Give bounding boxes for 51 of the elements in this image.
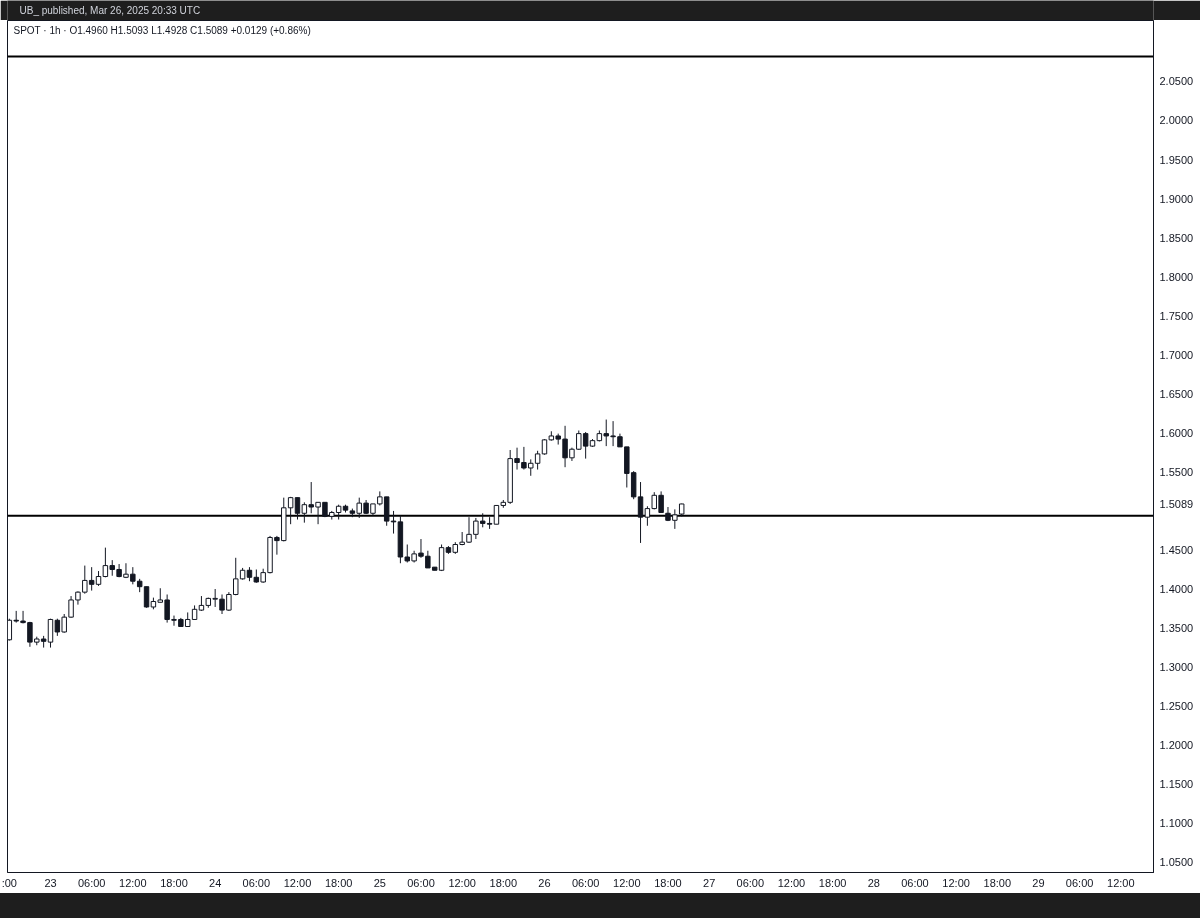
x-tick-label: 18:00 xyxy=(654,876,682,889)
y-tick-label: 1.8500 xyxy=(1159,231,1194,244)
x-tick-label: 12:00 xyxy=(777,876,806,889)
x-tick-label: 27 xyxy=(703,876,716,889)
y-tick-label: 1.9500 xyxy=(1159,153,1194,166)
y-tick-label: 1.8000 xyxy=(1159,270,1194,283)
y-tick-label: 1.1000 xyxy=(1159,817,1194,830)
y-tick-label: 1.6000 xyxy=(1159,426,1194,439)
y-tick-label: 2.0500 xyxy=(1159,75,1194,88)
y-tick-label: 1.4500 xyxy=(1159,543,1194,556)
x-tick-label: 26 xyxy=(538,876,551,889)
x-tick-label: 25 xyxy=(373,876,386,889)
x-tick-label: 18:00 xyxy=(983,876,1012,889)
x-tick-label: :00 xyxy=(1,876,17,889)
x-tick-label: 18:00 xyxy=(324,876,353,889)
x-tick-label: 12:00 xyxy=(448,876,476,889)
y-tick-label: 1.5500 xyxy=(1159,465,1194,478)
x-tick-label: 18:00 xyxy=(818,876,847,889)
y-tick-label: 1.9000 xyxy=(1159,192,1194,205)
x-tick-label: 06:00 xyxy=(736,876,765,889)
x-tick-label: 12:00 xyxy=(613,876,641,889)
y-tick-label: 1.5089 xyxy=(1159,497,1194,510)
x-tick-label: 06:00 xyxy=(77,876,106,889)
x-tick-label: 12:00 xyxy=(283,876,312,889)
x-tick-label: 12:00 xyxy=(1107,876,1135,889)
x-tick-label: 06:00 xyxy=(571,876,600,889)
y-tick-label: 1.1500 xyxy=(1159,778,1194,791)
x-tick-label: 06:00 xyxy=(1065,876,1094,889)
y-tick-label: 1.7500 xyxy=(1159,309,1194,322)
x-tick-label: 29 xyxy=(1032,876,1045,889)
y-tick-label: 1.2500 xyxy=(1159,700,1194,713)
y-tick-label: 1.0500 xyxy=(1159,856,1194,869)
x-tick-label: 18:00 xyxy=(489,876,518,889)
y-tick-label: 1.3500 xyxy=(1159,622,1194,635)
x-tick-label: 18:00 xyxy=(160,876,188,889)
text: UB_ published, Mar 26, 2025 20:33 UTC xyxy=(19,5,201,16)
x-tick-label: 06:00 xyxy=(901,876,929,889)
y-tick-label: 2.0000 xyxy=(1159,114,1194,127)
x-tick-label: 06:00 xyxy=(242,876,271,889)
chart-title: SPOT · 1h · O1.4960 H1.5093 L1.4928 C1.5089 +0.0129 (+0.86%) xyxy=(13,25,311,36)
y-tick-label: 1.3000 xyxy=(1159,661,1194,674)
x-tick-label: 28 xyxy=(867,876,880,889)
x-tick-label: 12:00 xyxy=(119,876,147,889)
x-tick-label: 12:00 xyxy=(942,876,970,889)
y-tick-label: 1.4000 xyxy=(1159,583,1194,596)
x-tick-label: 24 xyxy=(209,876,222,889)
y-tick-label: 1.7000 xyxy=(1159,348,1194,361)
x-tick-label: 23 xyxy=(44,876,57,889)
x-tick-label: 06:00 xyxy=(407,876,435,889)
y-tick-label: 1.2000 xyxy=(1159,739,1194,752)
y-tick-label: 1.6500 xyxy=(1159,387,1194,400)
